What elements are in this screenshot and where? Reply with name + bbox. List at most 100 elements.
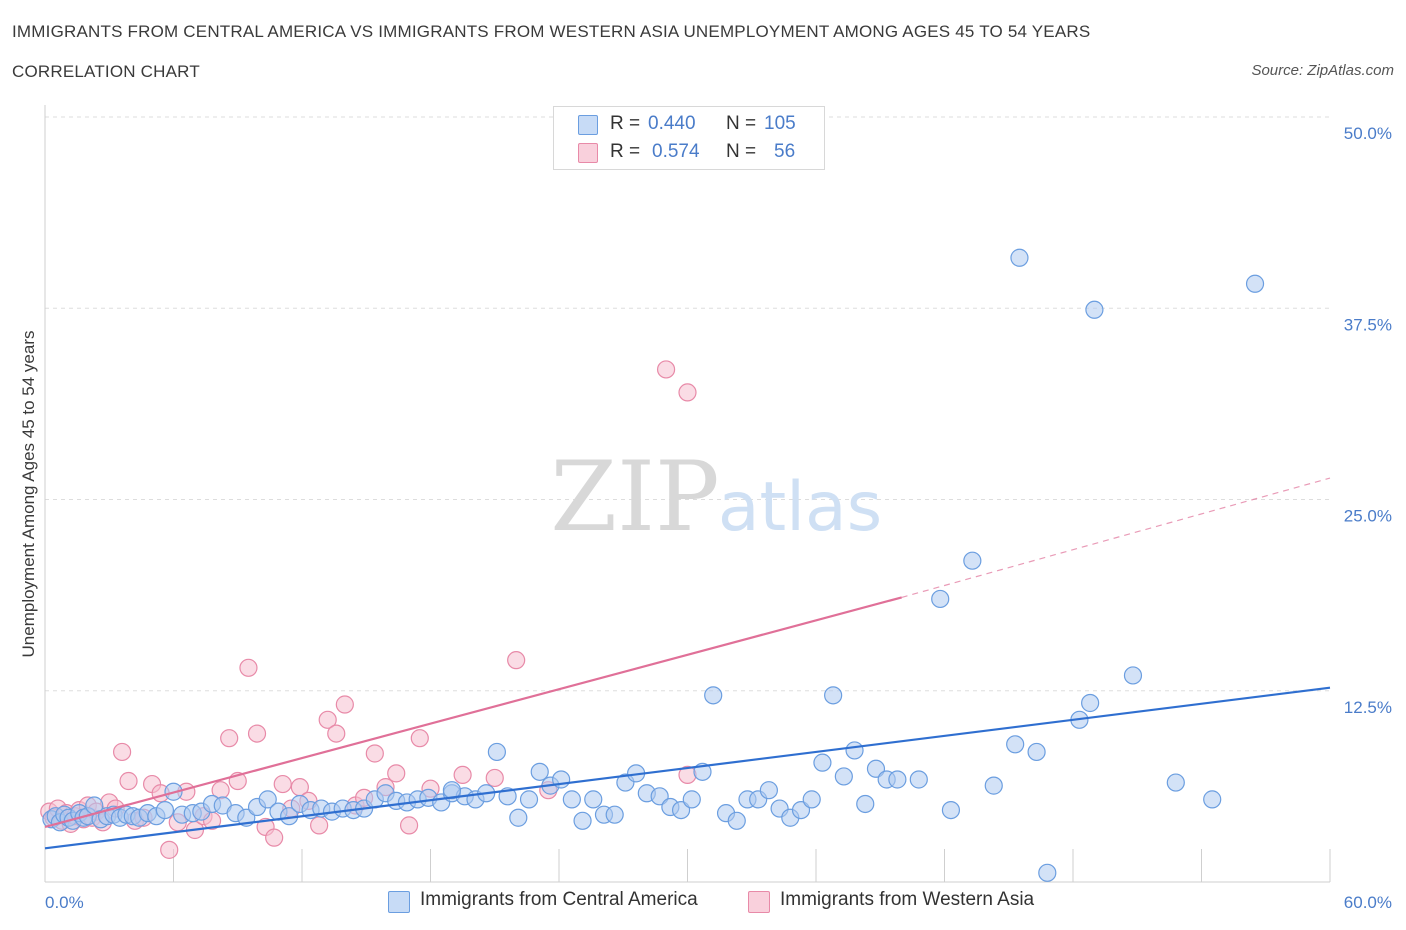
blue-trend-line <box>44 686 1331 850</box>
pink-data-point <box>507 651 526 670</box>
pink-data-point <box>399 816 419 835</box>
y-tick-label: 37.5% <box>1344 315 1392 334</box>
y-axis-label: Unemployment Among Ages 45 to 54 years <box>19 331 38 658</box>
blue-data-point <box>759 781 778 800</box>
axes <box>44 105 1331 883</box>
legend-swatch-pink <box>578 143 598 163</box>
blue-data-point <box>1203 790 1222 809</box>
blue-data-point <box>530 762 549 781</box>
x-tick-label: 0.0% <box>45 893 84 912</box>
pink-data-point <box>310 816 329 835</box>
source-credit: Source: ZipAtlas.com <box>1251 62 1394 79</box>
pink-data-point <box>485 768 504 788</box>
pink-data-point <box>265 828 284 847</box>
blue-data-point <box>909 770 928 789</box>
pink-trend-line <box>44 596 902 828</box>
bottom-legend-swatch-pink <box>748 891 770 913</box>
blue-data-point <box>1081 693 1100 713</box>
blue-data-point <box>824 686 843 705</box>
pink-trend-extension <box>901 477 1331 598</box>
blue-data-point <box>258 790 277 809</box>
pink-data-point <box>410 729 429 748</box>
blue-data-point <box>845 741 864 760</box>
watermark: ZIP atlas <box>550 441 882 553</box>
pink-data-point <box>318 710 337 729</box>
blue-data-point <box>584 790 603 809</box>
bottom-legend-pink-label: Immigrants from Western Asia <box>780 889 1035 910</box>
blue-data-point <box>671 800 691 820</box>
blue-data-point <box>155 800 175 820</box>
blue-data-point <box>941 800 961 820</box>
blue-data-point <box>813 753 832 772</box>
pink-data-point <box>239 658 258 677</box>
blue-data-point <box>963 551 982 570</box>
trend-lines <box>44 477 1331 850</box>
blue-data-point <box>866 759 886 778</box>
legend-n-label: N = <box>726 141 757 162</box>
blue-series-points <box>42 248 1265 882</box>
blue-data-point <box>1038 863 1057 882</box>
blue-data-point <box>1085 300 1104 319</box>
blue-data-point <box>442 781 462 800</box>
grid-lines <box>45 116 1330 692</box>
blue-data-point <box>931 589 950 609</box>
blue-data-point <box>1123 666 1143 685</box>
blue-data-point <box>1245 274 1265 293</box>
y-tick-label: 25.0% <box>1344 507 1392 526</box>
blue-data-point <box>802 790 821 809</box>
pink-data-point <box>112 742 132 762</box>
blue-data-point <box>682 790 701 809</box>
blue-data-point <box>1006 735 1025 754</box>
blue-data-point <box>509 808 528 827</box>
blue-data-point <box>888 770 907 789</box>
legend-n-label: N = <box>726 113 757 134</box>
blue-data-point <box>727 811 746 830</box>
blue-data-point <box>984 776 1003 795</box>
blue-data-point <box>1027 742 1046 762</box>
pink-data-point <box>387 764 406 783</box>
blue-data-point <box>791 800 811 820</box>
blue-data-point <box>519 790 539 809</box>
legend-r-value: 0.440 <box>648 113 696 134</box>
y-tick-label: 50.0% <box>1344 124 1392 143</box>
pink-data-point <box>119 771 138 791</box>
blue-data-point <box>650 787 669 806</box>
legend-r-label: R = <box>610 113 641 134</box>
legend-r-value: 0.574 <box>652 141 700 162</box>
y-tick-label: 12.5% <box>1344 698 1392 717</box>
bottom-legend-blue-label: Immigrants from Central America <box>420 889 698 910</box>
bottom-legend-swatch-blue <box>388 891 410 913</box>
pink-data-point <box>160 840 179 859</box>
blue-data-point <box>573 811 592 830</box>
pink-data-point <box>453 765 472 785</box>
blue-data-point <box>562 790 581 809</box>
blue-data-point <box>1010 248 1029 267</box>
legend-r-label: R = <box>610 141 641 162</box>
stats-legend: R = 0.440 N = 105 R = 0.574 N = 56 <box>553 106 825 170</box>
x-tick-labels: 0.0% 60.0% <box>45 893 1392 912</box>
blue-data-point <box>856 794 875 814</box>
pink-data-point <box>327 724 346 743</box>
blue-data-point <box>834 767 853 786</box>
blue-data-point <box>605 805 624 824</box>
watermark-zip: ZIP <box>550 441 719 553</box>
chart-subtitle: CORRELATION CHART <box>12 62 200 81</box>
blue-data-point <box>704 686 723 705</box>
pink-data-point <box>335 695 354 714</box>
legend-swatch-blue <box>578 115 598 135</box>
y-tick-labels: 12.5% 25.0% 37.5% 50.0% <box>1344 124 1392 717</box>
x-tick-label: 60.0% <box>1344 893 1392 912</box>
legend-n-value: 105 <box>764 113 796 134</box>
watermark-atlas: atlas <box>718 468 882 547</box>
pink-data-point <box>220 729 239 748</box>
pink-data-point <box>678 383 697 402</box>
pink-data-point <box>365 744 384 763</box>
pink-series-points <box>40 360 697 859</box>
pink-data-point <box>247 724 267 743</box>
pink-data-point <box>656 360 676 379</box>
pink-data-point <box>273 774 292 794</box>
chart-title: IMMIGRANTS FROM CENTRAL AMERICA VS IMMIG… <box>12 22 1091 41</box>
blue-data-point <box>487 742 506 762</box>
y-axis-label-group: Unemployment Among Ages 45 to 54 years <box>19 331 38 658</box>
